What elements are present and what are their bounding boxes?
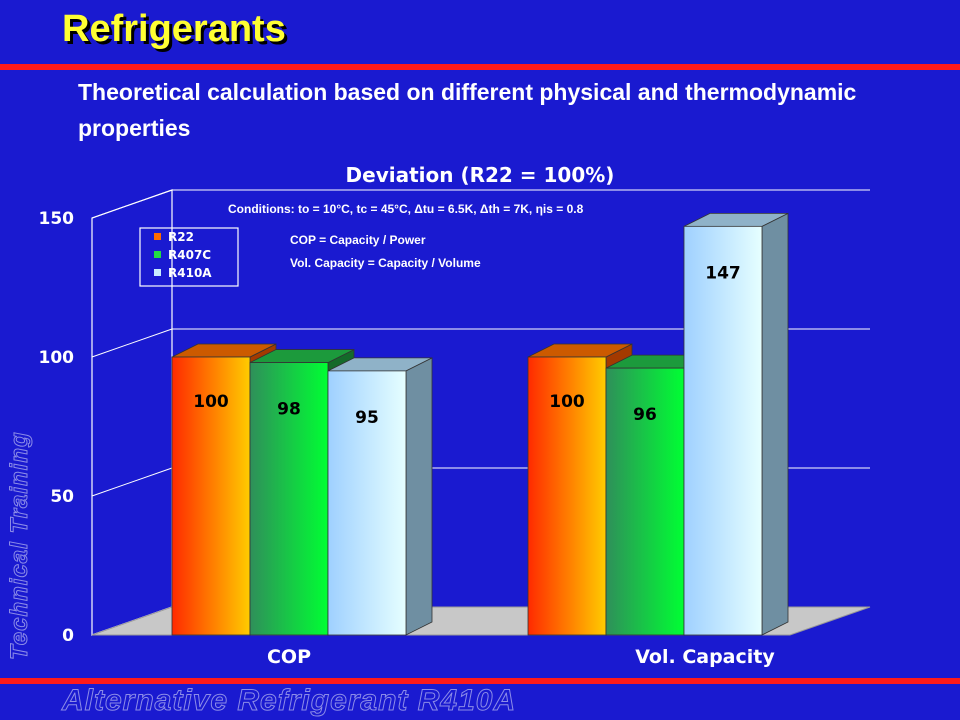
bar-r407c-cop [249, 362, 329, 636]
slide-subtitle: Theoretical calculation based on differe… [78, 79, 857, 141]
bar-side [405, 357, 433, 636]
x-tick-label: COP [267, 646, 311, 668]
legend-swatch [154, 233, 161, 240]
deviation-chart: 0 50 100 150 Deviation (R22 = 100%) 100 98 95 CO… [39, 163, 871, 668]
slide-title: Refrigerants [62, 8, 286, 50]
gridline-depth [91, 328, 173, 358]
bar-r407c-volcap [605, 367, 685, 636]
legend-entry: R22 [168, 230, 194, 244]
data-label: 95 [355, 408, 379, 428]
footer-text: Alternative Refrigerant R410A [61, 684, 517, 718]
y-tick-label: 150 [39, 209, 75, 229]
bottom-divider [0, 678, 960, 684]
y-tick-label: 100 [39, 348, 75, 368]
bar-side [761, 212, 789, 636]
bar-r22-volcap [527, 356, 607, 636]
legend-box [139, 227, 239, 287]
data-label: 98 [277, 400, 301, 420]
data-label: 100 [193, 392, 229, 412]
y-tick-label: 50 [50, 487, 74, 507]
chart-legend: R22 R407C R410A [139, 227, 239, 287]
top-divider [0, 64, 960, 70]
gridline-depth [91, 189, 173, 219]
cop-definition: COP = Capacity / Power [290, 233, 426, 247]
legend-swatch [154, 269, 161, 276]
legend-entry: R410A [168, 266, 212, 280]
y-tick-label: 0 [62, 626, 74, 646]
bar-r22-cop [171, 356, 251, 636]
gridline-depth [91, 467, 173, 497]
chart-title: Deviation (R22 = 100%) [346, 163, 615, 187]
data-label: 96 [633, 405, 657, 425]
bar-r410a-volcap [683, 225, 763, 636]
conditions-note: Conditions: to = 10°C, tc = 45°C, Δtu = … [228, 202, 584, 216]
data-label: 100 [549, 392, 585, 412]
side-label: Technical Training [6, 431, 34, 661]
legend-entry: R407C [168, 248, 211, 262]
x-tick-label: Vol. Capacity [635, 646, 775, 668]
volcap-definition: Vol. Capacity = Capacity / Volume [290, 256, 481, 270]
data-label: 147 [705, 263, 741, 283]
bar-r410a-cop [327, 370, 407, 636]
legend-swatch [154, 251, 161, 258]
